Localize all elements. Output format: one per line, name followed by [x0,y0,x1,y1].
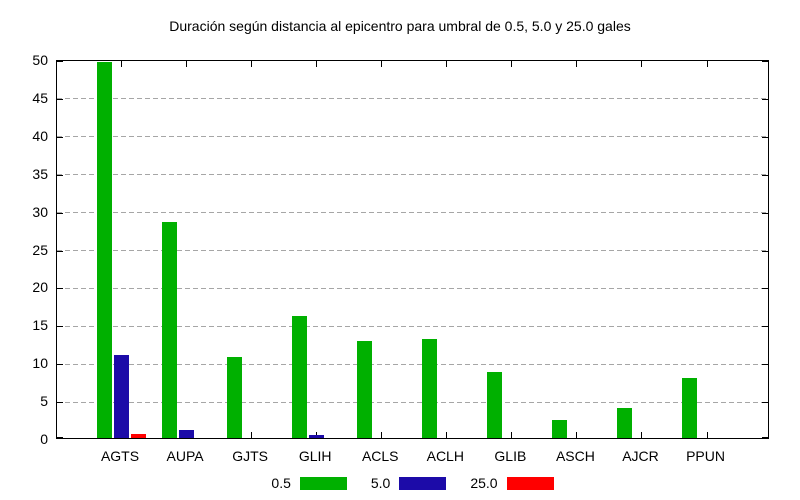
y-tick-left-5 [57,402,63,404]
x-tick-top-AUPA [186,61,188,67]
y-tick-left-50 [57,61,63,62]
x-axis-label-AUPA: AUPA [166,448,204,464]
y-tick-right-30 [762,212,768,214]
x-tick-bottom-ACLH [446,432,448,438]
legend-swatch-25.0 [506,476,554,490]
y-tick-right-10 [762,364,768,366]
legend-swatch-0.5 [299,476,347,490]
y-tick-right-20 [762,288,768,290]
gridline-y5 [57,401,768,403]
y-axis-label: 25 [32,241,48,258]
x-tick-bottom-AJCR [641,432,643,438]
y-axis-label: 30 [32,203,48,220]
x-tick-top-PPUN [706,61,708,67]
x-tick-top-GLIB [511,61,513,67]
plot-area [56,60,769,439]
bar-AUPA-0.5 [161,222,177,438]
bar-AUPA-5.0 [178,430,194,438]
y-tick-right-35 [762,174,768,176]
y-axis-label: 35 [32,165,48,182]
y-tick-left-0 [57,437,63,438]
y-axis-label: 15 [32,317,48,334]
y-tick-right-5 [762,402,768,404]
y-tick-left-30 [57,212,63,214]
bar-PPUN-0.5 [682,378,698,438]
y-tick-right-25 [762,250,768,252]
gridline-y15 [57,325,768,327]
bar-GLIH-0.5 [291,316,307,438]
x-axis-label-GLIB: GLIB [494,448,527,464]
x-tick-bottom-ACLS [381,432,383,438]
x-axis-label-PPUN: PPUN [686,448,725,464]
gridline-y40 [57,136,768,138]
legend: 0.5 5.0 25.0 [56,473,769,493]
bar-GLIH-5.0 [308,435,324,438]
bar-AGTS-0.5 [96,62,112,438]
legend-entry-0.5: 0.5 [271,475,347,491]
y-axis-label: 5 [40,393,48,410]
bar-AGTS-5.0 [113,355,129,438]
x-axis-label-AJCR: AJCR [622,448,659,464]
legend-swatch-5.0 [399,476,447,490]
y-axis-label: 45 [32,89,48,106]
x-tick-top-AJCR [641,61,643,67]
bar-AJCR-0.5 [616,408,632,438]
bar-GLIB-0.5 [486,372,502,438]
legend-label-0.5: 0.5 [271,475,291,491]
y-axis-label: 40 [32,127,48,144]
gridline-y10 [57,363,768,365]
y-tick-left-35 [57,174,63,176]
gridline-y25 [57,250,768,251]
y-tick-left-20 [57,288,63,290]
y-tick-right-40 [762,136,768,138]
x-tick-top-AGTS [121,61,122,67]
x-tick-bottom-ASCH [576,432,578,438]
y-tick-right-45 [762,98,768,100]
y-tick-right-15 [762,326,768,328]
gridline-y45 [57,98,768,100]
bar-AGTS-25.0 [130,434,146,438]
gridline-y30 [57,212,768,214]
y-tick-left-10 [57,364,63,366]
x-tick-top-GJTS [251,61,253,67]
legend-label-5.0: 5.0 [370,475,391,491]
gridline-y35 [57,174,768,176]
x-tick-top-ASCH [576,61,578,67]
x-axis-label-AGTS: AGTS [100,448,140,464]
legend-entry-5.0: 5.0 [370,475,447,491]
y-axis-label: 10 [32,355,48,372]
x-axis-label-ACLS: ACLS [361,448,399,464]
x-axis-label-GLIH: GLIH [298,448,332,464]
y-tick-right-0 [762,437,768,438]
y-tick-left-25 [57,250,63,252]
gridline-y20 [57,287,768,289]
x-tick-top-ACLS [381,61,383,67]
bar-GJTS-0.5 [226,357,242,438]
y-tick-left-45 [57,98,63,100]
x-axis-label-ASCH: ASCH [555,448,595,464]
bar-ACLH-0.5 [421,339,437,438]
y-axis-label: 50 [32,52,48,68]
y-tick-left-40 [57,136,63,138]
bar-ASCH-0.5 [551,420,567,438]
x-axis-label-ACLH: ACLH [426,448,464,464]
x-tick-bottom-GLIB [511,432,513,438]
legend-entry-25.0: 25.0 [470,475,554,491]
y-tick-right-50 [762,61,768,62]
chart-title: Duración según distancia al epicentro pa… [169,18,631,34]
legend-label-25.0: 25.0 [470,475,498,491]
x-tick-top-GLIH [316,61,318,67]
x-tick-bottom-PPUN [706,432,708,438]
x-tick-top-ACLH [446,61,448,67]
x-axis-label-GJTS: GJTS [232,448,268,464]
bar-ACLS-0.5 [356,341,372,438]
y-tick-left-15 [57,326,63,328]
y-axis-label: 0 [40,431,48,447]
x-tick-bottom-GJTS [251,432,253,438]
y-axis-label: 20 [32,279,48,296]
